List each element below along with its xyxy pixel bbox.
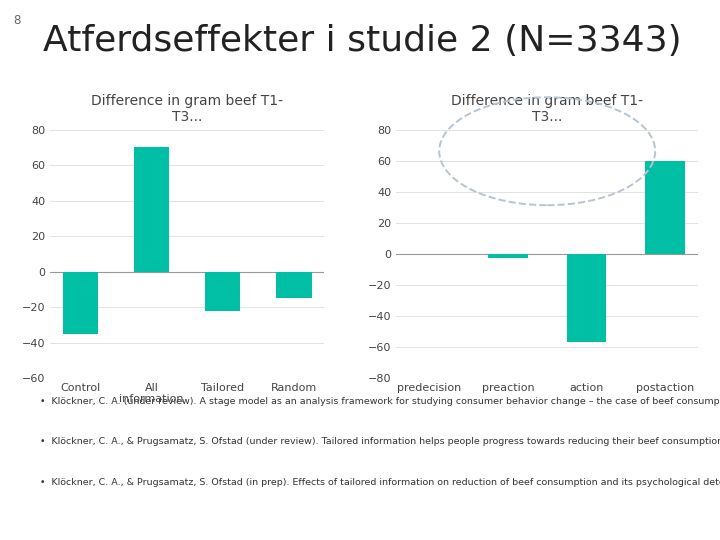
Text: www.ntnu.no: www.ntnu.no [22, 517, 121, 530]
Bar [645, 160, 685, 254]
Bar [488, 254, 528, 259]
Bar [63, 272, 99, 334]
Bar [276, 272, 312, 298]
Text: •  Klöckner, C. A., & Prugsamatz, S. Ofstad (under review). Tailored information: • Klöckner, C. A., & Prugsamatz, S. Ofst… [40, 437, 720, 447]
Bar [134, 147, 169, 272]
Text: 8: 8 [13, 14, 20, 26]
Title: Difference in gram beef T1-
T3...: Difference in gram beef T1- T3... [451, 94, 643, 124]
Bar [205, 272, 240, 310]
Text: •  Klöckner, C. A., & Prugsamatz, S. Ofstad (in prep). Effects of tailored infor: • Klöckner, C. A., & Prugsamatz, S. Ofst… [40, 478, 720, 487]
Text: Atferdseffekter i studie 2 (N=3343): Atferdseffekter i studie 2 (N=3343) [43, 24, 682, 58]
Bar [567, 254, 606, 342]
Title: Difference in gram beef T1-
T3...: Difference in gram beef T1- T3... [91, 94, 283, 124]
Text: •  Klöckner, C. A. (under review). A stage model as an analysis framework for st: • Klöckner, C. A. (under review). A stag… [40, 397, 720, 406]
